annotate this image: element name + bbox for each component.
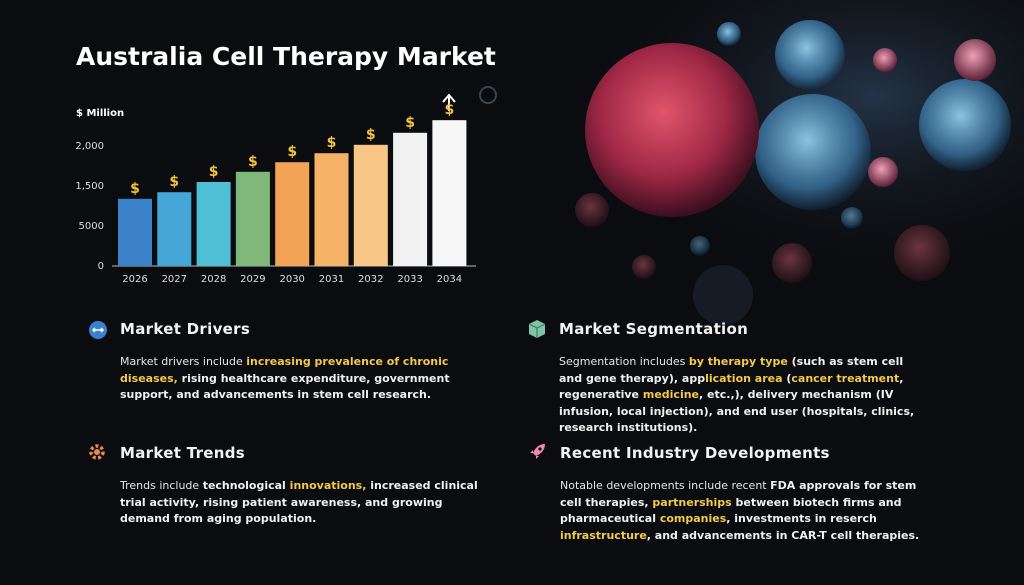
- body-text: , investments in reserch: [726, 512, 877, 525]
- developments-icon: [530, 444, 545, 459]
- body-text: for stem cell therapies,: [560, 479, 917, 509]
- body-text: increased clinical trial activity, risin…: [120, 479, 478, 525]
- section: Recent Industry Developments Notable deve…: [560, 444, 920, 544]
- x-tick-label: 2026: [122, 274, 147, 285]
- bar-label: $: [405, 115, 415, 131]
- y-tick-label: 0: [98, 261, 104, 272]
- bar: [432, 120, 467, 266]
- segmentation-icon: [528, 320, 546, 338]
- body-text: Segmentation includes: [559, 355, 689, 368]
- bar: [235, 171, 270, 266]
- bar: [275, 162, 310, 266]
- bar: [393, 132, 428, 266]
- x-tick-label: 2031: [319, 274, 344, 285]
- body-text: between biotech firms and pharmaceutical: [560, 495, 902, 526]
- body-text: (such as stem cell and gene therapy), ap…: [559, 355, 904, 385]
- section: Market Drivers Market drivers include inc…: [120, 320, 480, 404]
- bar: [353, 144, 388, 266]
- body-text: Market drivers include: [120, 355, 247, 368]
- section-body: Notable developments include recent FDA …: [560, 478, 920, 544]
- cell: [868, 157, 898, 187]
- section-body: Segmentation includes by therapy type (s…: [559, 354, 919, 437]
- body-text: , regenerative: [559, 371, 904, 402]
- bar-label: $: [248, 154, 258, 170]
- section: Market Segmentation Segmentation includes…: [559, 320, 919, 437]
- y-tick-label: 2,000: [75, 141, 104, 152]
- bar-label: $: [327, 135, 337, 151]
- growth-arrow: [442, 93, 456, 111]
- highlight-text: increasing prevalence of chronic disease…: [120, 355, 449, 385]
- highlight-text: by therapy type: [688, 355, 788, 368]
- body-text: (: [782, 371, 792, 385]
- bar-label: $: [287, 144, 297, 160]
- highlight-text: innovations,: [289, 479, 367, 492]
- body-text: , and advancements in CAR-T cell therapi…: [646, 528, 920, 542]
- section: Market Trends Trends include technologica…: [120, 444, 480, 528]
- x-tick-label: 2029: [240, 274, 265, 285]
- x-tick-label: 2032: [358, 274, 383, 285]
- bar: [314, 153, 349, 266]
- x-tick-label: 2033: [397, 274, 422, 285]
- chart-title: Australia Cell Therapy Market: [76, 42, 496, 71]
- x-tick-label: 2027: [162, 274, 187, 285]
- cell: [690, 236, 710, 256]
- cell: [632, 255, 656, 279]
- cell: [585, 43, 759, 217]
- section-body: Trends include technological innovations…: [120, 478, 480, 528]
- y-tick-label: 5000: [79, 221, 104, 232]
- x-tick-label: 2028: [201, 274, 226, 285]
- body-text: rising healthcare expenditure, governmen…: [120, 371, 450, 402]
- bar: [196, 182, 231, 266]
- cell: [775, 20, 845, 90]
- highlight-text: companies: [659, 512, 727, 525]
- body-text: Trends include: [120, 479, 203, 492]
- highlight-text: lication area: [705, 371, 783, 385]
- cell: [772, 243, 812, 283]
- section-title: Market Drivers: [120, 320, 251, 338]
- section-title: Recent Industry Developments: [560, 444, 830, 462]
- body-text: technological: [202, 479, 290, 492]
- bar-label: $: [445, 102, 455, 118]
- cell: [873, 48, 897, 72]
- cell: [919, 79, 1011, 171]
- y-axis-label: $ Million: [76, 108, 124, 119]
- highlight-text: cancer treatment: [791, 371, 900, 385]
- trends-icon: [89, 444, 105, 460]
- cell: [894, 225, 950, 281]
- cell: [841, 207, 863, 229]
- cell: [575, 193, 609, 227]
- bar: [118, 198, 152, 266]
- y-tick-label: 1,500: [75, 181, 104, 192]
- chart: Australia Cell Therapy Market $ Million …: [75, 42, 496, 285]
- cell: [717, 22, 741, 46]
- bar-label: $: [130, 181, 140, 197]
- highlight-text: medicine: [642, 388, 700, 401]
- bar-label: $: [169, 174, 179, 190]
- highlight-text: infrastructure: [560, 528, 647, 542]
- cell: [693, 265, 753, 325]
- section-title: Market Segmentation: [559, 320, 749, 338]
- body-text: FDA approvals: [770, 479, 861, 492]
- x-tick-label: 2030: [279, 274, 304, 285]
- bar-label: $: [209, 164, 219, 180]
- bar: [157, 192, 192, 266]
- bar-label: $: [366, 127, 376, 143]
- section-title: Market Trends: [120, 444, 245, 462]
- x-tick-label: 2034: [437, 274, 462, 285]
- body-text: Notable developments include recent: [560, 479, 771, 492]
- cell: [954, 39, 996, 81]
- drivers-icon: [89, 321, 107, 339]
- body-text: , etc.,), delivery mechanism (IV infusio…: [559, 388, 915, 434]
- highlight-text: partnerships: [652, 495, 732, 509]
- cell: [479, 86, 497, 104]
- section-body: Market drivers include increasing preval…: [120, 354, 480, 404]
- cell: [755, 94, 871, 210]
